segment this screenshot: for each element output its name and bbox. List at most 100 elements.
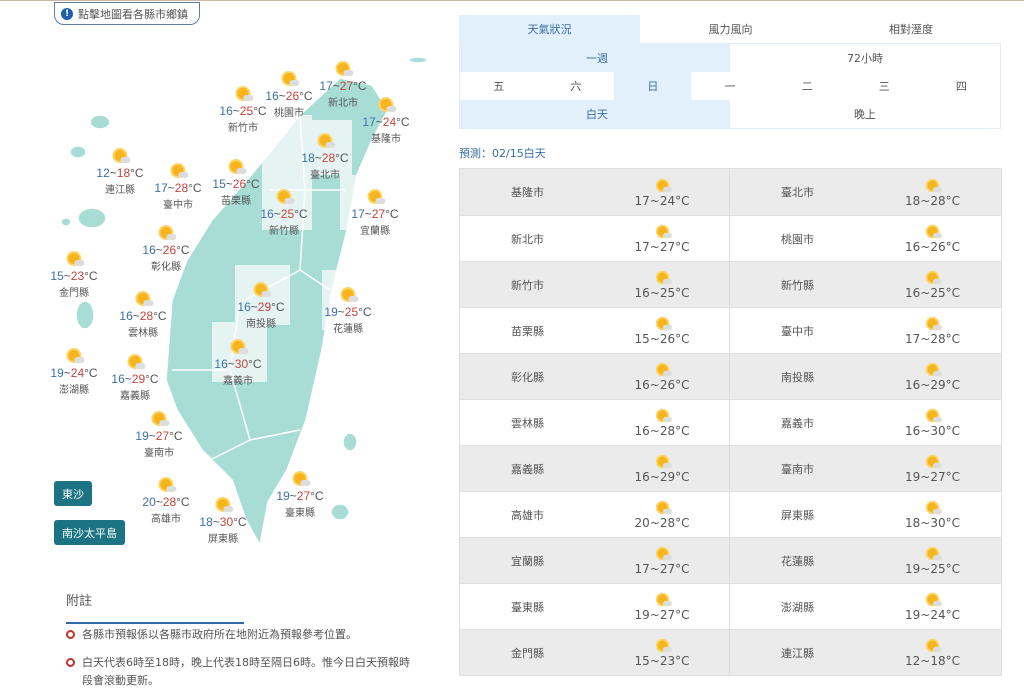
county-label[interactable]: 16~25°C 新竹市 <box>219 85 267 134</box>
county-label[interactable]: 19~24°C 澎湖縣 <box>50 347 98 396</box>
sunny-icon <box>654 500 672 515</box>
table-row: 金門縣 15~23°C 連江縣 12~18°C <box>460 629 1001 675</box>
county-name-cell[interactable]: 高雄市 <box>511 508 544 522</box>
county-temp: 19~24°C <box>50 366 98 380</box>
county-name-cell[interactable]: 連江縣 <box>781 646 814 660</box>
table-row: 高雄市 20~28°C 屏東縣 18~30°C <box>460 491 1001 537</box>
weather-cell: 19~24°C <box>865 584 1000 629</box>
taiwan-map[interactable]: 16~25°C 新竹市 16~26°C 桃園市 17~27°C 新北市 17~2… <box>0 40 440 560</box>
sunny-icon <box>925 224 942 239</box>
county-name: 嘉義市 <box>222 376 253 387</box>
temp-range: 19~27°C <box>634 608 690 622</box>
table-row: 嘉義縣 16~29°C 臺南市 19~27°C <box>460 445 1001 491</box>
county-label[interactable]: 19~27°C 臺南市 <box>135 410 183 459</box>
county-label[interactable]: 17~28°C 臺中市 <box>154 162 202 211</box>
weather-cell: 19~27°C <box>865 446 1000 491</box>
county-name: 彰化縣 <box>150 262 181 273</box>
weather-cell: 16~26°C <box>595 354 730 399</box>
tab-72hours[interactable]: 72小時 <box>847 52 883 65</box>
tab-daytime[interactable]: 白天 <box>460 100 730 128</box>
county-name-cell[interactable]: 新竹縣 <box>781 278 814 292</box>
county-label[interactable]: 19~27°C 臺東縣 <box>276 470 324 519</box>
county-name-cell[interactable]: 彰化縣 <box>511 370 544 384</box>
county-name-cell[interactable]: 新北市 <box>511 232 544 246</box>
notes-section: 附註 各縣市預報係以各縣市政府所在地附近為預報參考位置。 白天代表6時至18時，… <box>66 590 410 687</box>
map-hint-button[interactable]: ! 點擊地圖看各縣市鄉鎮 <box>54 2 200 25</box>
county-name-cell[interactable]: 南投縣 <box>781 370 814 384</box>
county-label[interactable]: 16~26°C 桃園市 <box>265 70 313 119</box>
county-label[interactable]: 16~29°C 嘉義縣 <box>111 353 159 402</box>
county-name-cell[interactable]: 桃園市 <box>781 232 814 246</box>
county-name-cell[interactable]: 屏東縣 <box>781 508 814 522</box>
temp-range: 19~25°C <box>905 562 960 576</box>
county-name: 連江縣 <box>104 185 135 196</box>
county-temp: 18~30°C <box>199 515 247 529</box>
tab-weather[interactable]: 天氣狀況 <box>459 15 640 43</box>
county-label[interactable]: 17~24°C 基隆市 <box>362 96 410 145</box>
county-name-cell[interactable]: 苗栗縣 <box>511 324 544 338</box>
dongsha-button[interactable]: 東沙 <box>54 481 92 506</box>
county-label[interactable]: 16~30°C 嘉義市 <box>214 338 262 387</box>
day-tab[interactable]: 日 <box>614 72 692 100</box>
county-label[interactable]: 16~25°C 新竹縣 <box>260 188 308 237</box>
day-tab[interactable]: 二 <box>801 80 813 93</box>
county-name-cell[interactable]: 金門縣 <box>511 646 544 660</box>
county-name: 基隆市 <box>370 134 401 145</box>
sunny-icon <box>925 362 942 377</box>
sunny-icon <box>925 177 942 192</box>
day-tab[interactable]: 五 <box>493 80 505 93</box>
county-name: 桃園市 <box>273 108 304 119</box>
county-name-cell[interactable]: 宜蘭縣 <box>511 554 544 568</box>
county-label[interactable]: 18~28°C 臺北市 <box>301 132 349 181</box>
county-name-cell[interactable]: 雲林縣 <box>511 416 544 430</box>
sunny-icon <box>654 592 672 607</box>
sunny-icon <box>157 476 177 493</box>
county-name-cell[interactable]: 臺北市 <box>781 186 814 199</box>
county-label[interactable]: 16~26°C 彰化縣 <box>142 224 190 273</box>
weather-cell: 16~29°C <box>865 354 1000 399</box>
county-name-cell[interactable]: 臺東縣 <box>511 600 544 614</box>
county-label[interactable]: 20~28°C 高雄市 <box>142 476 190 525</box>
notes-title: 附註 <box>66 594 93 609</box>
county-label[interactable]: 19~25°C 花蓮縣 <box>324 286 372 335</box>
tab-humidity[interactable]: 相對溼度 <box>889 23 933 36</box>
county-name: 金門縣 <box>58 288 89 299</box>
county-label[interactable]: 18~30°C 屏東縣 <box>199 496 247 545</box>
county-name-cell[interactable]: 臺中市 <box>781 324 814 338</box>
county-label[interactable]: 16~29°C 南投縣 <box>237 281 285 330</box>
sunny-icon <box>150 410 170 427</box>
county-name-cell[interactable]: 新竹市 <box>511 278 544 292</box>
day-tab[interactable]: 四 <box>955 80 967 93</box>
county-name: 新竹市 <box>227 123 258 134</box>
tab-night[interactable]: 晚上 <box>854 108 876 121</box>
table-row: 彰化縣 16~26°C 南投縣 16~29°C <box>460 353 1001 399</box>
county-label[interactable]: 15~23°C 金門縣 <box>50 250 98 299</box>
temp-range: 19~27°C <box>905 470 960 484</box>
county-name: 新竹縣 <box>268 226 299 237</box>
nansha-taiping-button[interactable]: 南沙太平島 <box>54 520 125 545</box>
county-name-cell[interactable]: 基隆市 <box>511 186 544 199</box>
county-temp: 17~24°C <box>362 115 410 129</box>
temp-range: 16~26°C <box>905 240 960 254</box>
day-tab[interactable]: 六 <box>570 80 582 93</box>
county-name-cell[interactable]: 嘉義縣 <box>511 462 544 476</box>
county-name-cell[interactable]: 花蓮縣 <box>781 554 814 568</box>
county-name-cell[interactable]: 嘉義市 <box>781 416 814 430</box>
county-label[interactable]: 17~27°C 新北市 <box>319 60 367 109</box>
sunny-icon <box>654 546 672 561</box>
tab-wind[interactable]: 風力風向 <box>708 23 753 36</box>
note-text: 白天代表6時至18時，晚上代表18時至隔日6時。惟今日白天預報時段會滾動更新。 <box>82 656 410 687</box>
top-border <box>0 0 1024 1</box>
sunny-icon <box>234 85 254 102</box>
county-label[interactable]: 16~28°C 雲林縣 <box>119 290 167 339</box>
county-label[interactable]: 17~27°C 宜蘭縣 <box>351 188 399 237</box>
county-name-cell[interactable]: 臺南市 <box>781 462 814 476</box>
day-tab[interactable]: 一 <box>724 80 736 93</box>
weather-cell: 12~18°C <box>865 630 1000 675</box>
county-name-cell[interactable]: 澎湖縣 <box>781 600 814 614</box>
county-label[interactable]: 15~26°C 苗栗縣 <box>212 158 260 207</box>
county-label[interactable]: 12~18°C 連江縣 <box>96 147 144 196</box>
day-tab[interactable]: 三 <box>878 80 890 93</box>
forecast-table: 基隆市 17~24°C 臺北市 18~28°C 新北市 17~27°C 桃園市 16~… <box>459 168 1002 676</box>
tab-week[interactable]: 一週 <box>460 44 730 72</box>
